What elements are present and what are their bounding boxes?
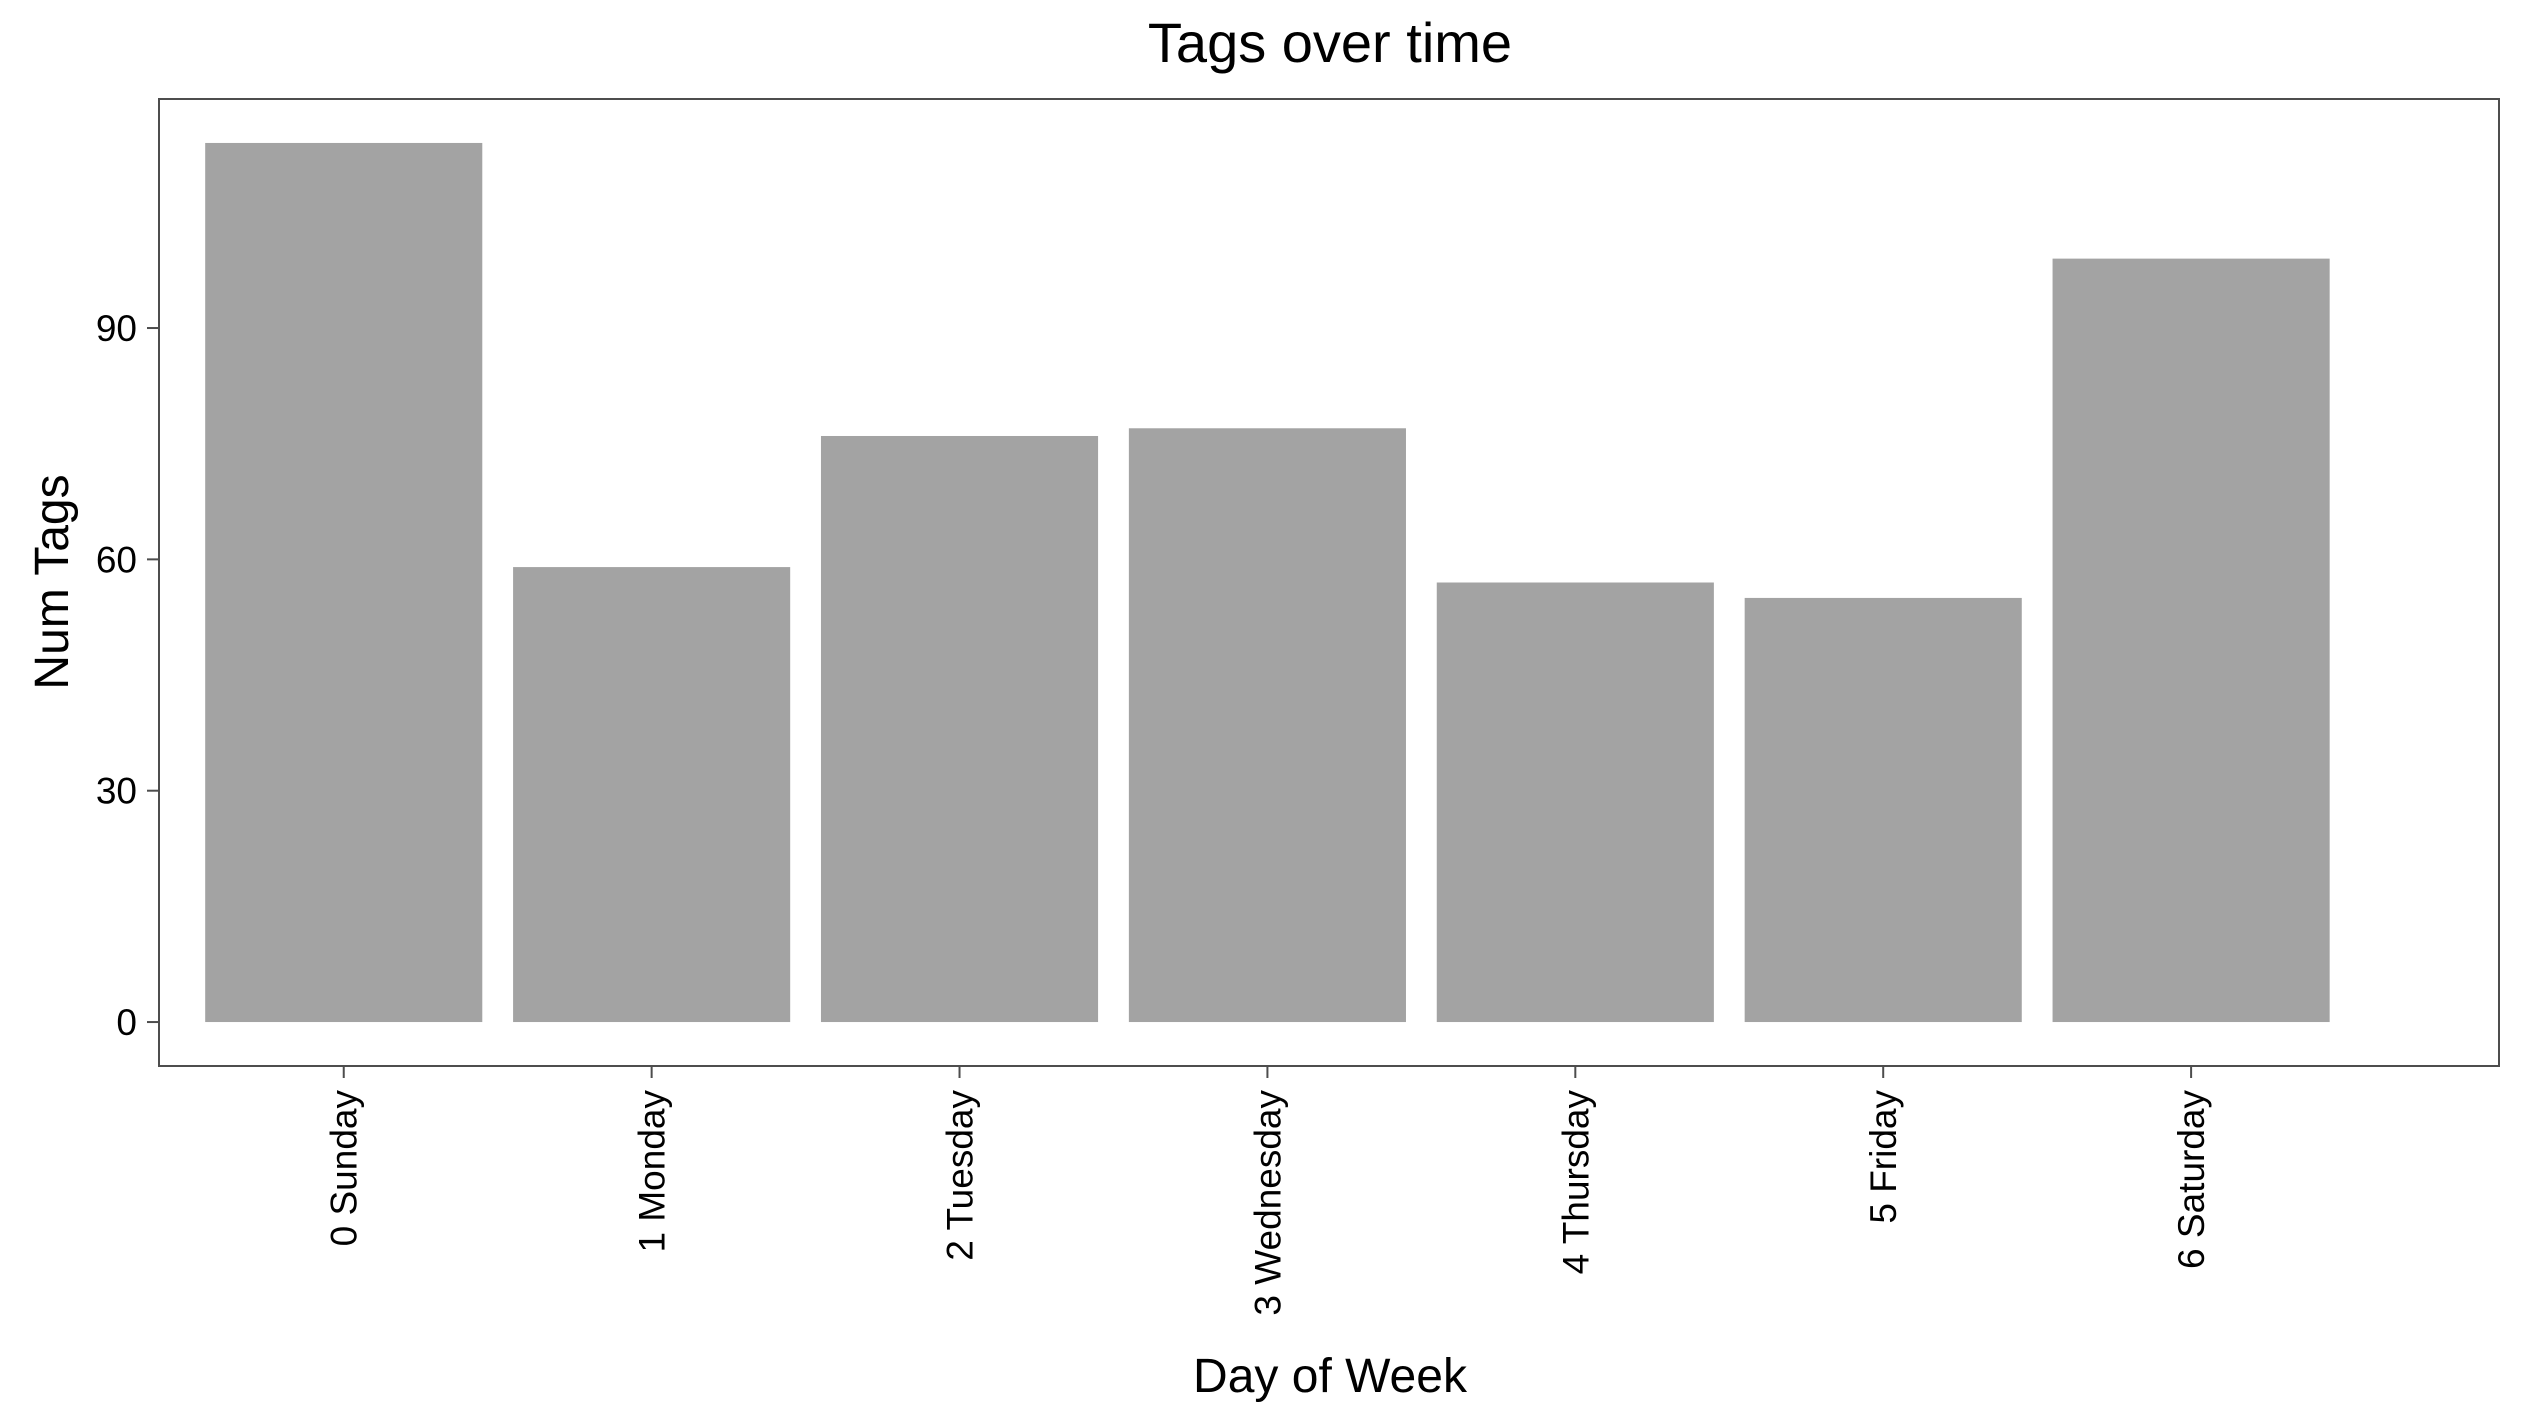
bars-group [205, 142, 2330, 1023]
panel-border [158, 98, 2500, 1067]
bar-5-friday [1744, 597, 2022, 1023]
bar-1-monday [513, 567, 791, 1023]
x-tick-label: 1 Monday [632, 1090, 673, 1253]
y-tick-label: 60 [96, 539, 137, 580]
y-tick-label: 90 [96, 308, 137, 349]
y-tick-label: 0 [116, 1002, 137, 1043]
bar-6-saturday [2052, 258, 2330, 1023]
x-tick-label: 6 Saturday [2171, 1090, 2212, 1269]
chart-title: Tags over time [1148, 11, 1512, 74]
y-tick-label: 30 [96, 771, 137, 812]
x-tick-label: 4 Thursday [1555, 1090, 1596, 1275]
y-axis: 0 30 60 90 [96, 308, 159, 1043]
bar-2-tuesday [820, 435, 1099, 1023]
bar-4-thursday [1436, 582, 1714, 1023]
bar-0-sunday [205, 142, 483, 1023]
x-tick-label: 2 Tuesday [940, 1090, 981, 1261]
x-tick-label: 5 Friday [1863, 1090, 1904, 1224]
x-tick-label: 3 Wednesday [1247, 1090, 1288, 1316]
y-axis-title: Num Tags [26, 474, 79, 689]
x-axis-title: Day of Week [1193, 1350, 1468, 1403]
x-axis: 0 Sunday 1 Monday 2 Tuesday 3 Wednesday 4 Th… [324, 1066, 2212, 1316]
x-tick-label: 0 Sunday [324, 1090, 365, 1247]
bar-3-wednesday [1128, 428, 1406, 1023]
